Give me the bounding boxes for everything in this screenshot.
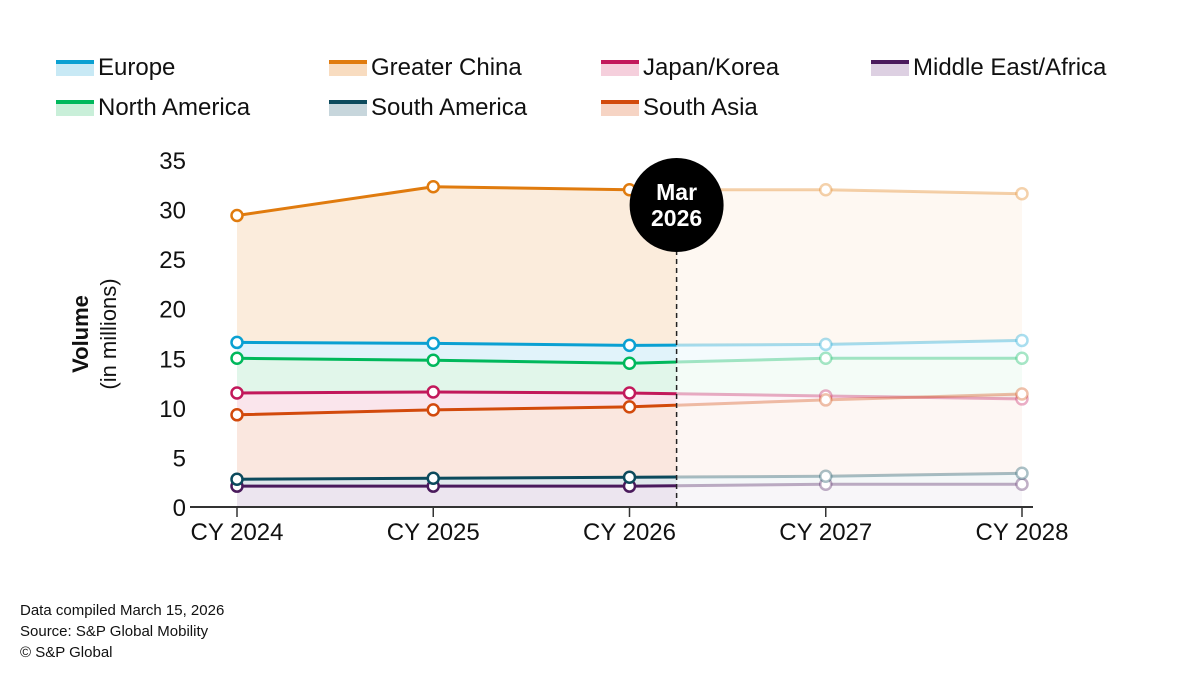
- data-point-europe: [230, 335, 244, 350]
- data-point-south-asia: [819, 393, 833, 407]
- legend-label: Japan/Korea: [643, 54, 780, 81]
- series-line-forecast-japan-korea: [676, 392, 1023, 401]
- series-line-forecast-south-asia: [676, 392, 1023, 407]
- y-tick-label: 15: [159, 346, 186, 373]
- legend-label: North America: [98, 94, 251, 121]
- legend-item-north-america: North America: [56, 94, 250, 122]
- data-point-south-asia: [426, 403, 440, 417]
- forecast-badge-year: 2026: [651, 205, 702, 231]
- footer-copyright: © S&P Global: [20, 644, 113, 661]
- area-fill-forecast-japan-korea: [676, 393, 1022, 406]
- data-point-south-america: [1015, 466, 1029, 481]
- area-fill-forecast-greater-china: [676, 189, 1022, 346]
- data-point-north-america: [230, 351, 244, 366]
- data-point-middle-east-africa: [1015, 477, 1029, 491]
- legend-swatch-north-america: [56, 100, 94, 116]
- area-fill-greater-china: [237, 186, 677, 346]
- data-point-europe: [426, 336, 440, 351]
- area-fills: [237, 186, 1022, 507]
- legend-label: South Asia: [643, 94, 758, 121]
- legend-label: Greater China: [371, 54, 522, 81]
- y-tick-label: 0: [173, 495, 186, 522]
- data-point-north-america: [426, 353, 440, 368]
- forecast-badge-month: Mar: [656, 179, 697, 205]
- legend-item-greater-china: Greater China: [329, 54, 522, 82]
- area-fill-japan-korea: [237, 391, 677, 415]
- series-line-forecast-europe: [676, 338, 1023, 347]
- y-tick-label: 35: [159, 148, 186, 175]
- legend-item-middle-east-africa: Middle East/Africa: [871, 54, 1106, 82]
- legend-swatch-japan-korea: [601, 60, 639, 76]
- x-tick-label: CY 2026: [583, 519, 676, 546]
- forecast-badge: [629, 158, 724, 252]
- data-point-south-america: [819, 469, 833, 484]
- data-point-greater-china: [819, 182, 833, 197]
- x-tick-label: CY 2024: [191, 519, 284, 546]
- data-point-europe: [1015, 333, 1029, 348]
- footer-source: Source: S&P Global Mobility: [20, 623, 209, 640]
- axes: CY 2024 CY 2025 CY 2026 CY 2027 CY 2028 0 5 10 1…: [68, 148, 1068, 546]
- area-fill-forecast-europe: [676, 340, 1022, 363]
- y-tick-label: 25: [159, 247, 186, 274]
- y-axis-subtitle: (in millions): [96, 278, 121, 389]
- data-point-greater-china: [230, 208, 244, 223]
- y-tick-label: 20: [159, 297, 186, 324]
- data-point-greater-china: [426, 180, 440, 194]
- legend-item-south-america: South America: [329, 94, 527, 122]
- data-point-europe: [622, 338, 637, 353]
- data-point-europe: [819, 337, 833, 352]
- data-point-south-asia: [230, 408, 244, 422]
- area-fill-forecast-middle-east-africa: [676, 484, 1022, 507]
- legend-label: South America: [371, 94, 528, 121]
- legend-swatch-greater-china: [329, 60, 367, 76]
- footer-data-compiled: Data compiled March 15, 2026: [20, 602, 225, 619]
- legend-swatch-europe: [56, 60, 94, 76]
- area-fill-forecast-south-america: [676, 473, 1022, 486]
- data-point-greater-china: [1015, 186, 1029, 201]
- area-fill-forecast-north-america: [676, 358, 1022, 399]
- legend-label: Middle East/Africa: [913, 54, 1107, 81]
- series-line-forecast-north-america: [676, 356, 1022, 364]
- data-point-south-asia: [1015, 387, 1029, 401]
- x-tick-label: CY 2028: [976, 519, 1069, 546]
- data-point-north-america: [1015, 351, 1029, 366]
- data-point-south-asia: [622, 400, 637, 414]
- data-point-japan-korea: [230, 386, 244, 400]
- legend-swatch-south-asia: [601, 100, 639, 116]
- series-line-forecast-middle-east-africa: [676, 482, 1022, 488]
- x-tick-label: CY 2025: [387, 519, 480, 546]
- data-point-north-america: [622, 356, 637, 370]
- area-fill-forecast-south-asia: [676, 393, 1022, 478]
- legend-item-south-asia: South Asia: [601, 94, 758, 122]
- area-fill-north-america: [237, 358, 677, 394]
- legend-swatch-south-america: [329, 100, 367, 116]
- legend-swatch-middle-east-africa: [871, 60, 909, 76]
- y-axis-title: Volume: [68, 295, 93, 373]
- data-point-japan-korea: [426, 385, 440, 399]
- data-point-south-america: [622, 470, 637, 485]
- series-line-forecast-south-america: [676, 471, 1023, 479]
- data-point-south-america: [230, 472, 244, 486]
- y-tick-label: 10: [159, 396, 186, 423]
- series-line-forecast-greater-china: [676, 188, 1023, 196]
- y-tick-label: 30: [159, 198, 186, 225]
- x-tick-label: CY 2027: [779, 519, 872, 546]
- chart-footer: Data compiled March 15, 2026 Source: S&P…: [20, 600, 224, 663]
- area-fill-middle-east-africa: [237, 485, 677, 507]
- legend-label: Europe: [98, 54, 176, 81]
- data-point-north-america: [819, 351, 833, 366]
- legend-item-europe: Europe: [56, 54, 175, 82]
- y-tick-label: 5: [173, 445, 186, 472]
- legend-item-japan-korea: Japan/Korea: [601, 54, 779, 82]
- series-lines: [230, 180, 1029, 493]
- data-point-japan-korea: [622, 386, 637, 400]
- area-fill-south-asia: [237, 405, 677, 480]
- data-point-south-america: [426, 471, 440, 485]
